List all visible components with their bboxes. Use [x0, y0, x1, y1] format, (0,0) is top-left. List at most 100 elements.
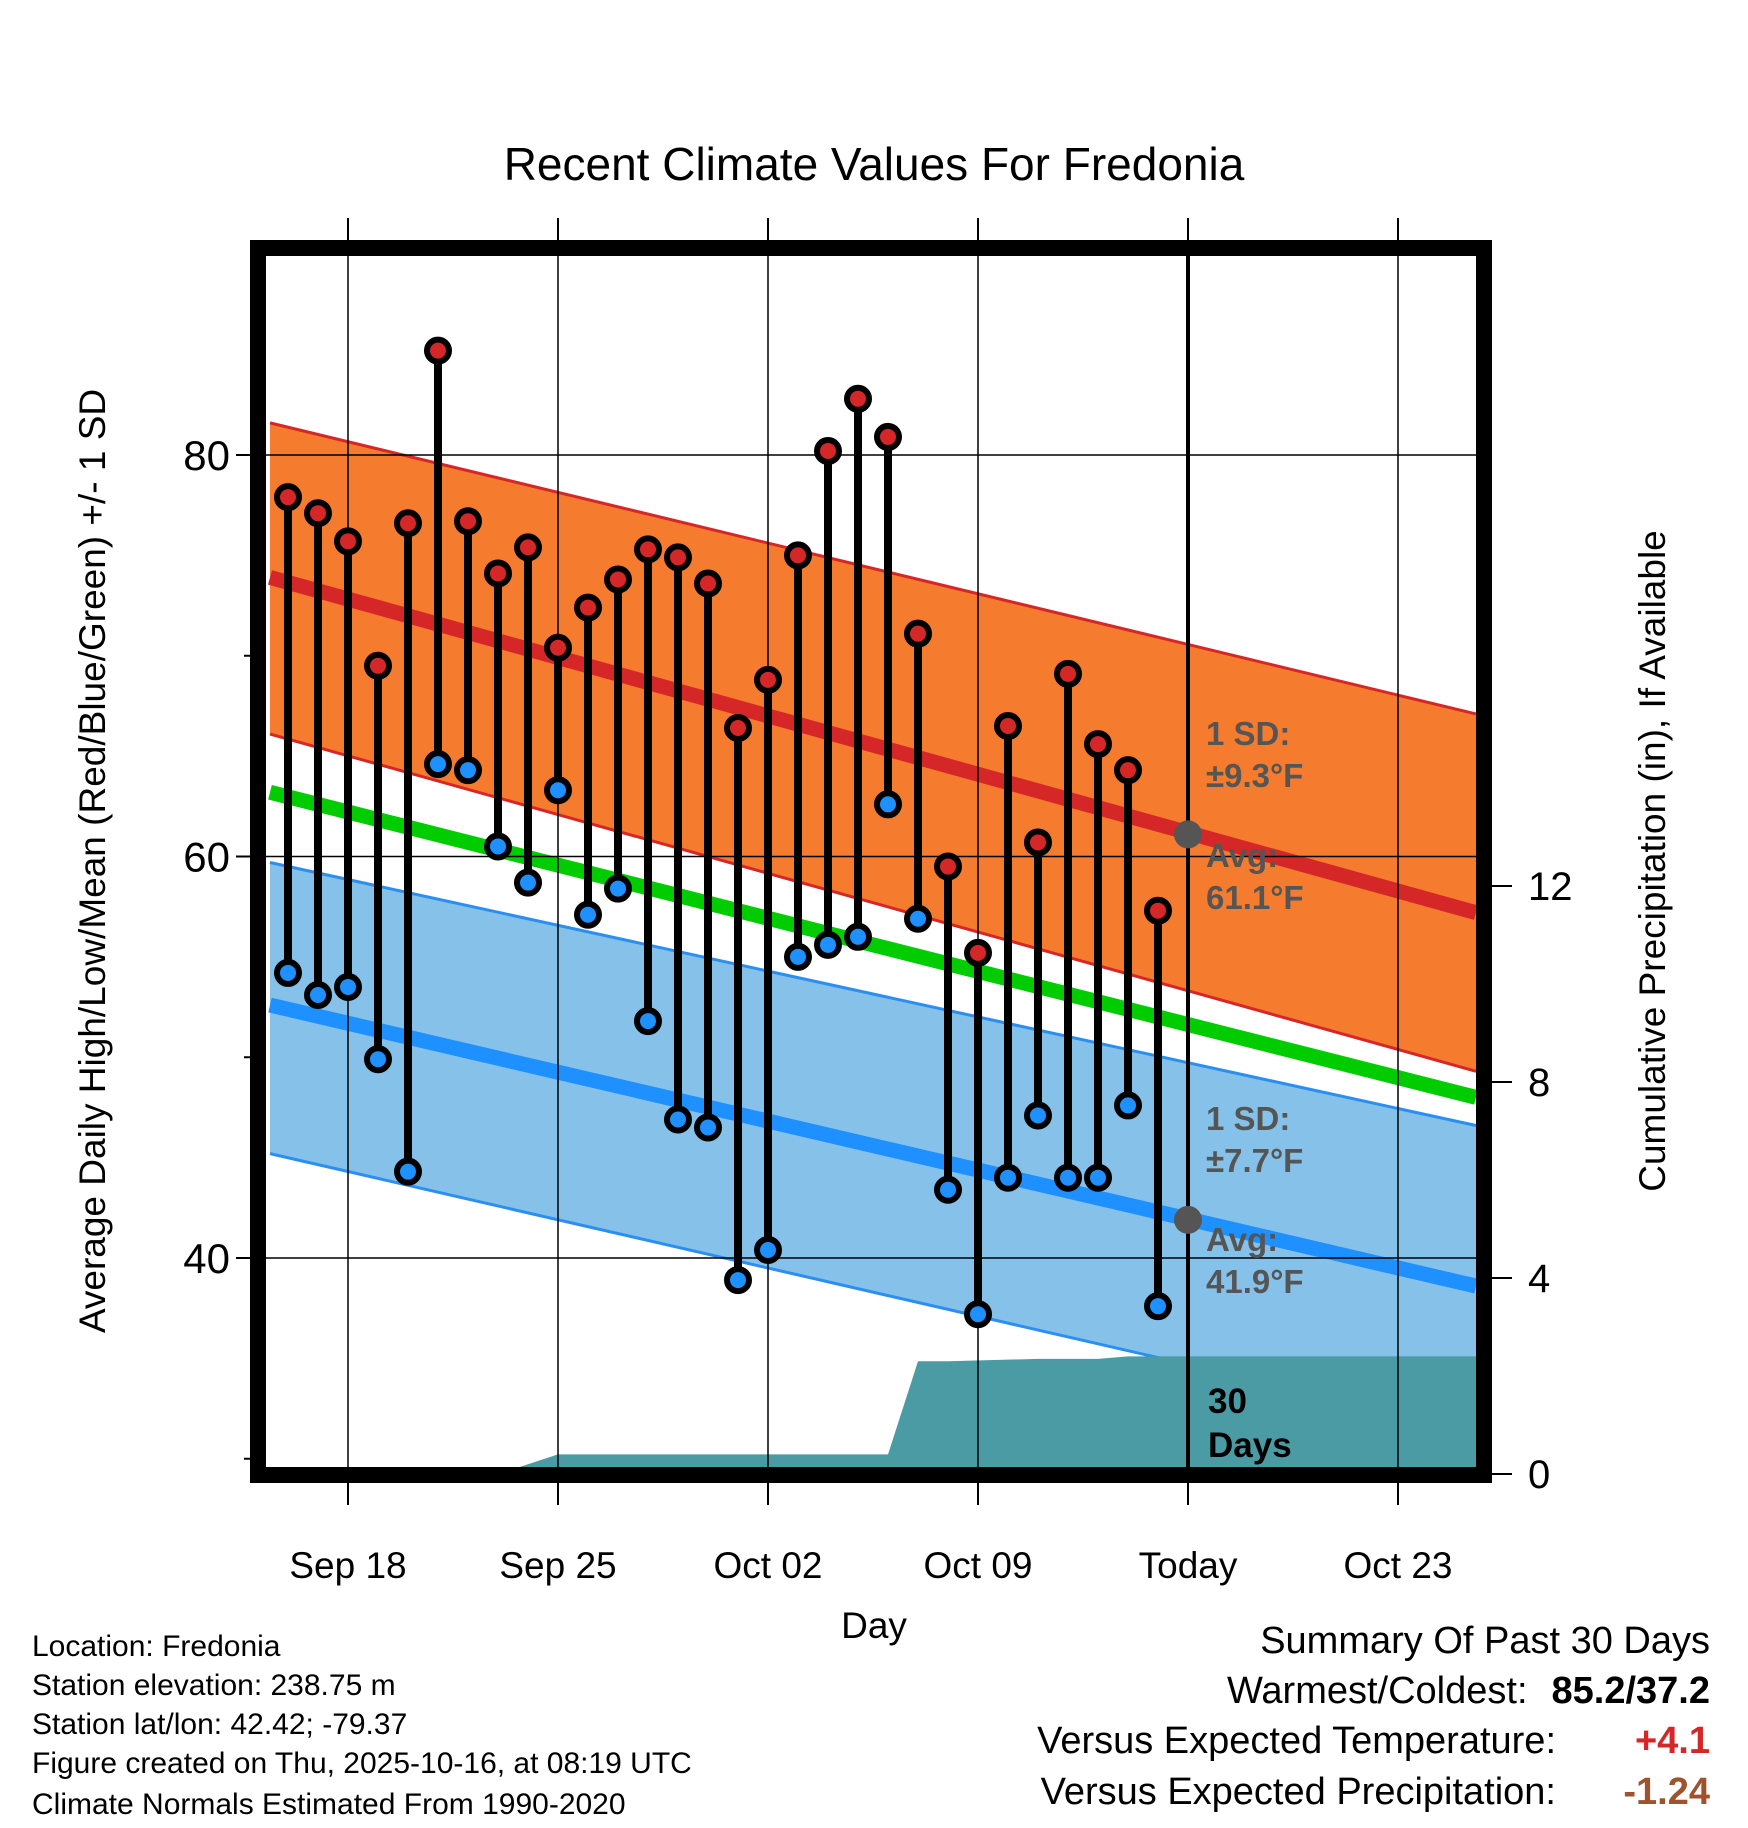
low-point: [1084, 1163, 1112, 1192]
high-point: [964, 938, 992, 967]
y2-tick-label: 0: [1528, 1453, 1550, 1497]
low-point: [934, 1175, 962, 1204]
high-sd-label: 1 SD:: [1206, 715, 1290, 752]
high-point: [304, 499, 332, 528]
high-point: [1084, 730, 1112, 759]
summary-temp-value: +4.1: [1634, 1720, 1710, 1762]
high-point: [334, 527, 362, 556]
info-created: Figure created on Thu, 2025-10-16, at 08…: [32, 1747, 692, 1780]
low-point: [814, 930, 842, 959]
low-avg-marker: [1174, 1205, 1202, 1234]
plot-frame: [250, 240, 1492, 1483]
summary-title: Summary Of Past 30 Days: [1260, 1622, 1710, 1660]
low-point: [964, 1300, 992, 1329]
high-avg-value: 61.1°F: [1206, 879, 1304, 916]
low-point: [754, 1235, 782, 1264]
high-point: [394, 509, 422, 538]
low-point: [1054, 1163, 1082, 1192]
info-elevation: Station elevation: 238.75 m: [32, 1669, 396, 1702]
low-point: [694, 1113, 722, 1142]
summary-warm-row: Warmest/Coldest: 85.2/37.2: [1227, 1672, 1710, 1710]
high-point: [604, 565, 632, 594]
low-point: [424, 750, 452, 779]
low-avg-label: Avg:: [1206, 1221, 1278, 1258]
high-point: [724, 714, 752, 743]
plot-area: [258, 248, 1484, 1475]
low-point: [364, 1045, 392, 1074]
low-sd-label: 1 SD:: [1206, 1100, 1290, 1137]
x-axis-title: Day: [841, 1605, 907, 1646]
y2-tick-label: 12: [1528, 865, 1573, 909]
high-point: [994, 712, 1022, 741]
low-avg-value: 41.9°F: [1206, 1263, 1304, 1300]
summary-temp-row: Versus Expected Temperature: +4.1: [1037, 1722, 1710, 1760]
low-point: [274, 958, 302, 987]
high-point: [484, 559, 512, 588]
summary-precip-value: -1.24: [1623, 1771, 1710, 1813]
low-point: [454, 756, 482, 785]
high-point: [814, 436, 842, 465]
low-point: [844, 922, 872, 951]
high-avg-label: Avg:: [1206, 837, 1278, 874]
days-label-text: Days: [1208, 1426, 1292, 1465]
low-point: [784, 942, 812, 971]
low-point: [334, 972, 362, 1001]
y2-tick-label: 8: [1528, 1061, 1550, 1105]
high-point: [274, 483, 302, 512]
high-point: [874, 422, 902, 451]
info-latlon: Station lat/lon: 42.42; -79.37: [32, 1708, 408, 1741]
high-point: [754, 665, 782, 694]
low-point: [1144, 1292, 1172, 1321]
high-point: [694, 569, 722, 598]
x-tick-label: Today: [1139, 1545, 1238, 1586]
high-point: [544, 633, 572, 662]
low-point: [394, 1157, 422, 1186]
high-point: [1114, 756, 1142, 785]
days-label-number: 30: [1208, 1382, 1247, 1421]
x-tick-label: Sep 25: [499, 1545, 616, 1586]
low-sd-band-upper-edge: [269, 861, 1477, 1127]
low-sd-value: ±7.7°F: [1206, 1142, 1303, 1179]
summary-precip-label: Versus Expected Precipitation:: [1040, 1771, 1556, 1813]
summary-title-text: Summary Of Past 30 Days: [1260, 1620, 1710, 1662]
x-tick-label: Oct 02: [714, 1545, 823, 1586]
high-point: [1024, 828, 1052, 857]
y2-axis-title: Cumulative Precipitation (in), If Availa…: [1632, 530, 1673, 1192]
low-point: [874, 790, 902, 819]
high-point: [454, 507, 482, 536]
high-point: [844, 384, 872, 413]
low-point: [1114, 1091, 1142, 1120]
low-point: [724, 1266, 752, 1295]
high-sd-band-upper-edge: [269, 421, 1477, 716]
low-point: [604, 874, 632, 903]
high-point: [634, 535, 662, 564]
low-point: [574, 900, 602, 929]
info-location: Location: Fredonia: [32, 1630, 281, 1663]
chart-title: Recent Climate Values For Fredonia: [504, 138, 1245, 190]
high-point: [514, 533, 542, 562]
high-point: [934, 852, 962, 881]
high-point: [574, 593, 602, 622]
high-point: [364, 651, 392, 680]
mean-normal-line: [268, 784, 1478, 1105]
high-point: [904, 619, 932, 648]
low-point: [514, 868, 542, 897]
high-sd-value: ±9.3°F: [1206, 757, 1303, 794]
summary-precip-row: Versus Expected Precipitation: -1.24: [1041, 1773, 1710, 1811]
high-point: [664, 543, 692, 572]
summary-warm-label: Warmest/Coldest:: [1226, 1670, 1528, 1712]
high-point: [784, 541, 812, 570]
high-avg-marker: [1174, 820, 1202, 849]
x-tick-label: Oct 23: [1344, 1545, 1453, 1586]
high-point: [1054, 659, 1082, 688]
low-normal-line: [268, 997, 1478, 1294]
low-point: [484, 832, 512, 861]
y2-tick-label: 4: [1528, 1257, 1550, 1301]
low-point: [304, 981, 332, 1010]
low-point: [994, 1163, 1022, 1192]
info-normals: Climate Normals Estimated From 1990-2020: [32, 1788, 626, 1821]
y-axis-title: Average Daily High/Low/Mean (Red/Blue/Gr…: [72, 389, 113, 1333]
low-point: [664, 1105, 692, 1134]
x-tick-label: Sep 18: [289, 1545, 406, 1586]
